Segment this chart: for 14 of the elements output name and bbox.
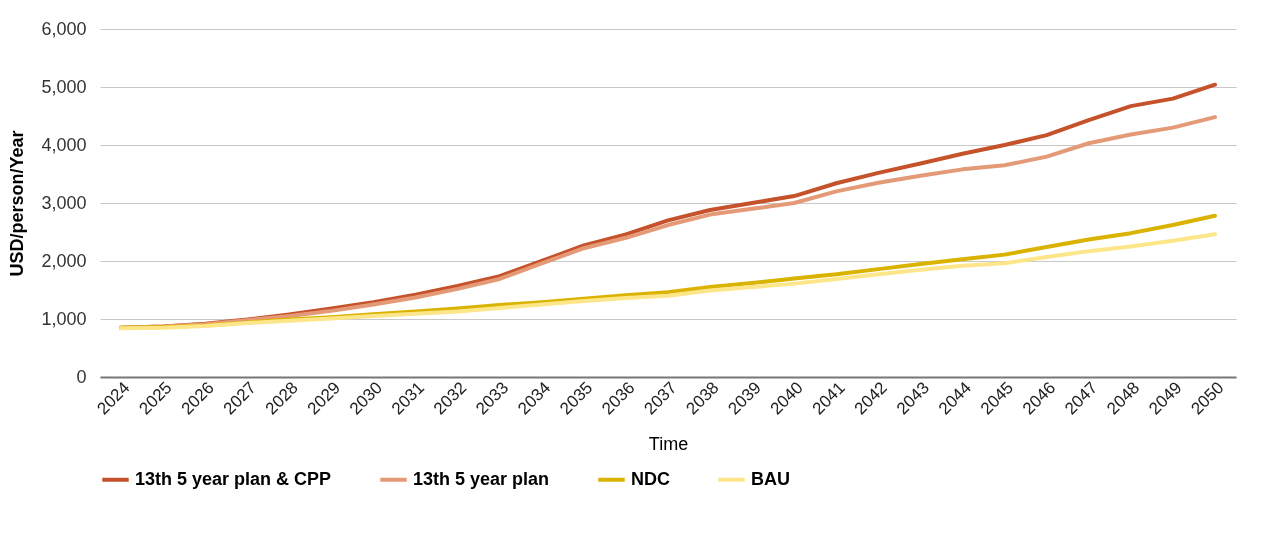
legend-label: NDC <box>631 468 670 489</box>
legend-label: 13th 5 year plan & CPP <box>135 468 332 489</box>
y-tick-label: 4,000 <box>41 134 87 155</box>
legend-label: BAU <box>751 468 790 489</box>
x-axis-title: Time <box>648 433 689 454</box>
y-tick-label: 6,000 <box>41 18 87 39</box>
legend-label: 13th 5 year plan <box>413 468 550 489</box>
y-tick-label: 3,000 <box>41 192 87 213</box>
y-axis-title: USD/person/Year <box>7 130 28 277</box>
y-tick-label: 2,000 <box>41 250 87 271</box>
y-tick-label: 0 <box>76 366 87 387</box>
line-series <box>119 232 1217 331</box>
y-tick-label: 1,000 <box>41 308 87 329</box>
y-tick-label: 5,000 <box>41 76 87 97</box>
